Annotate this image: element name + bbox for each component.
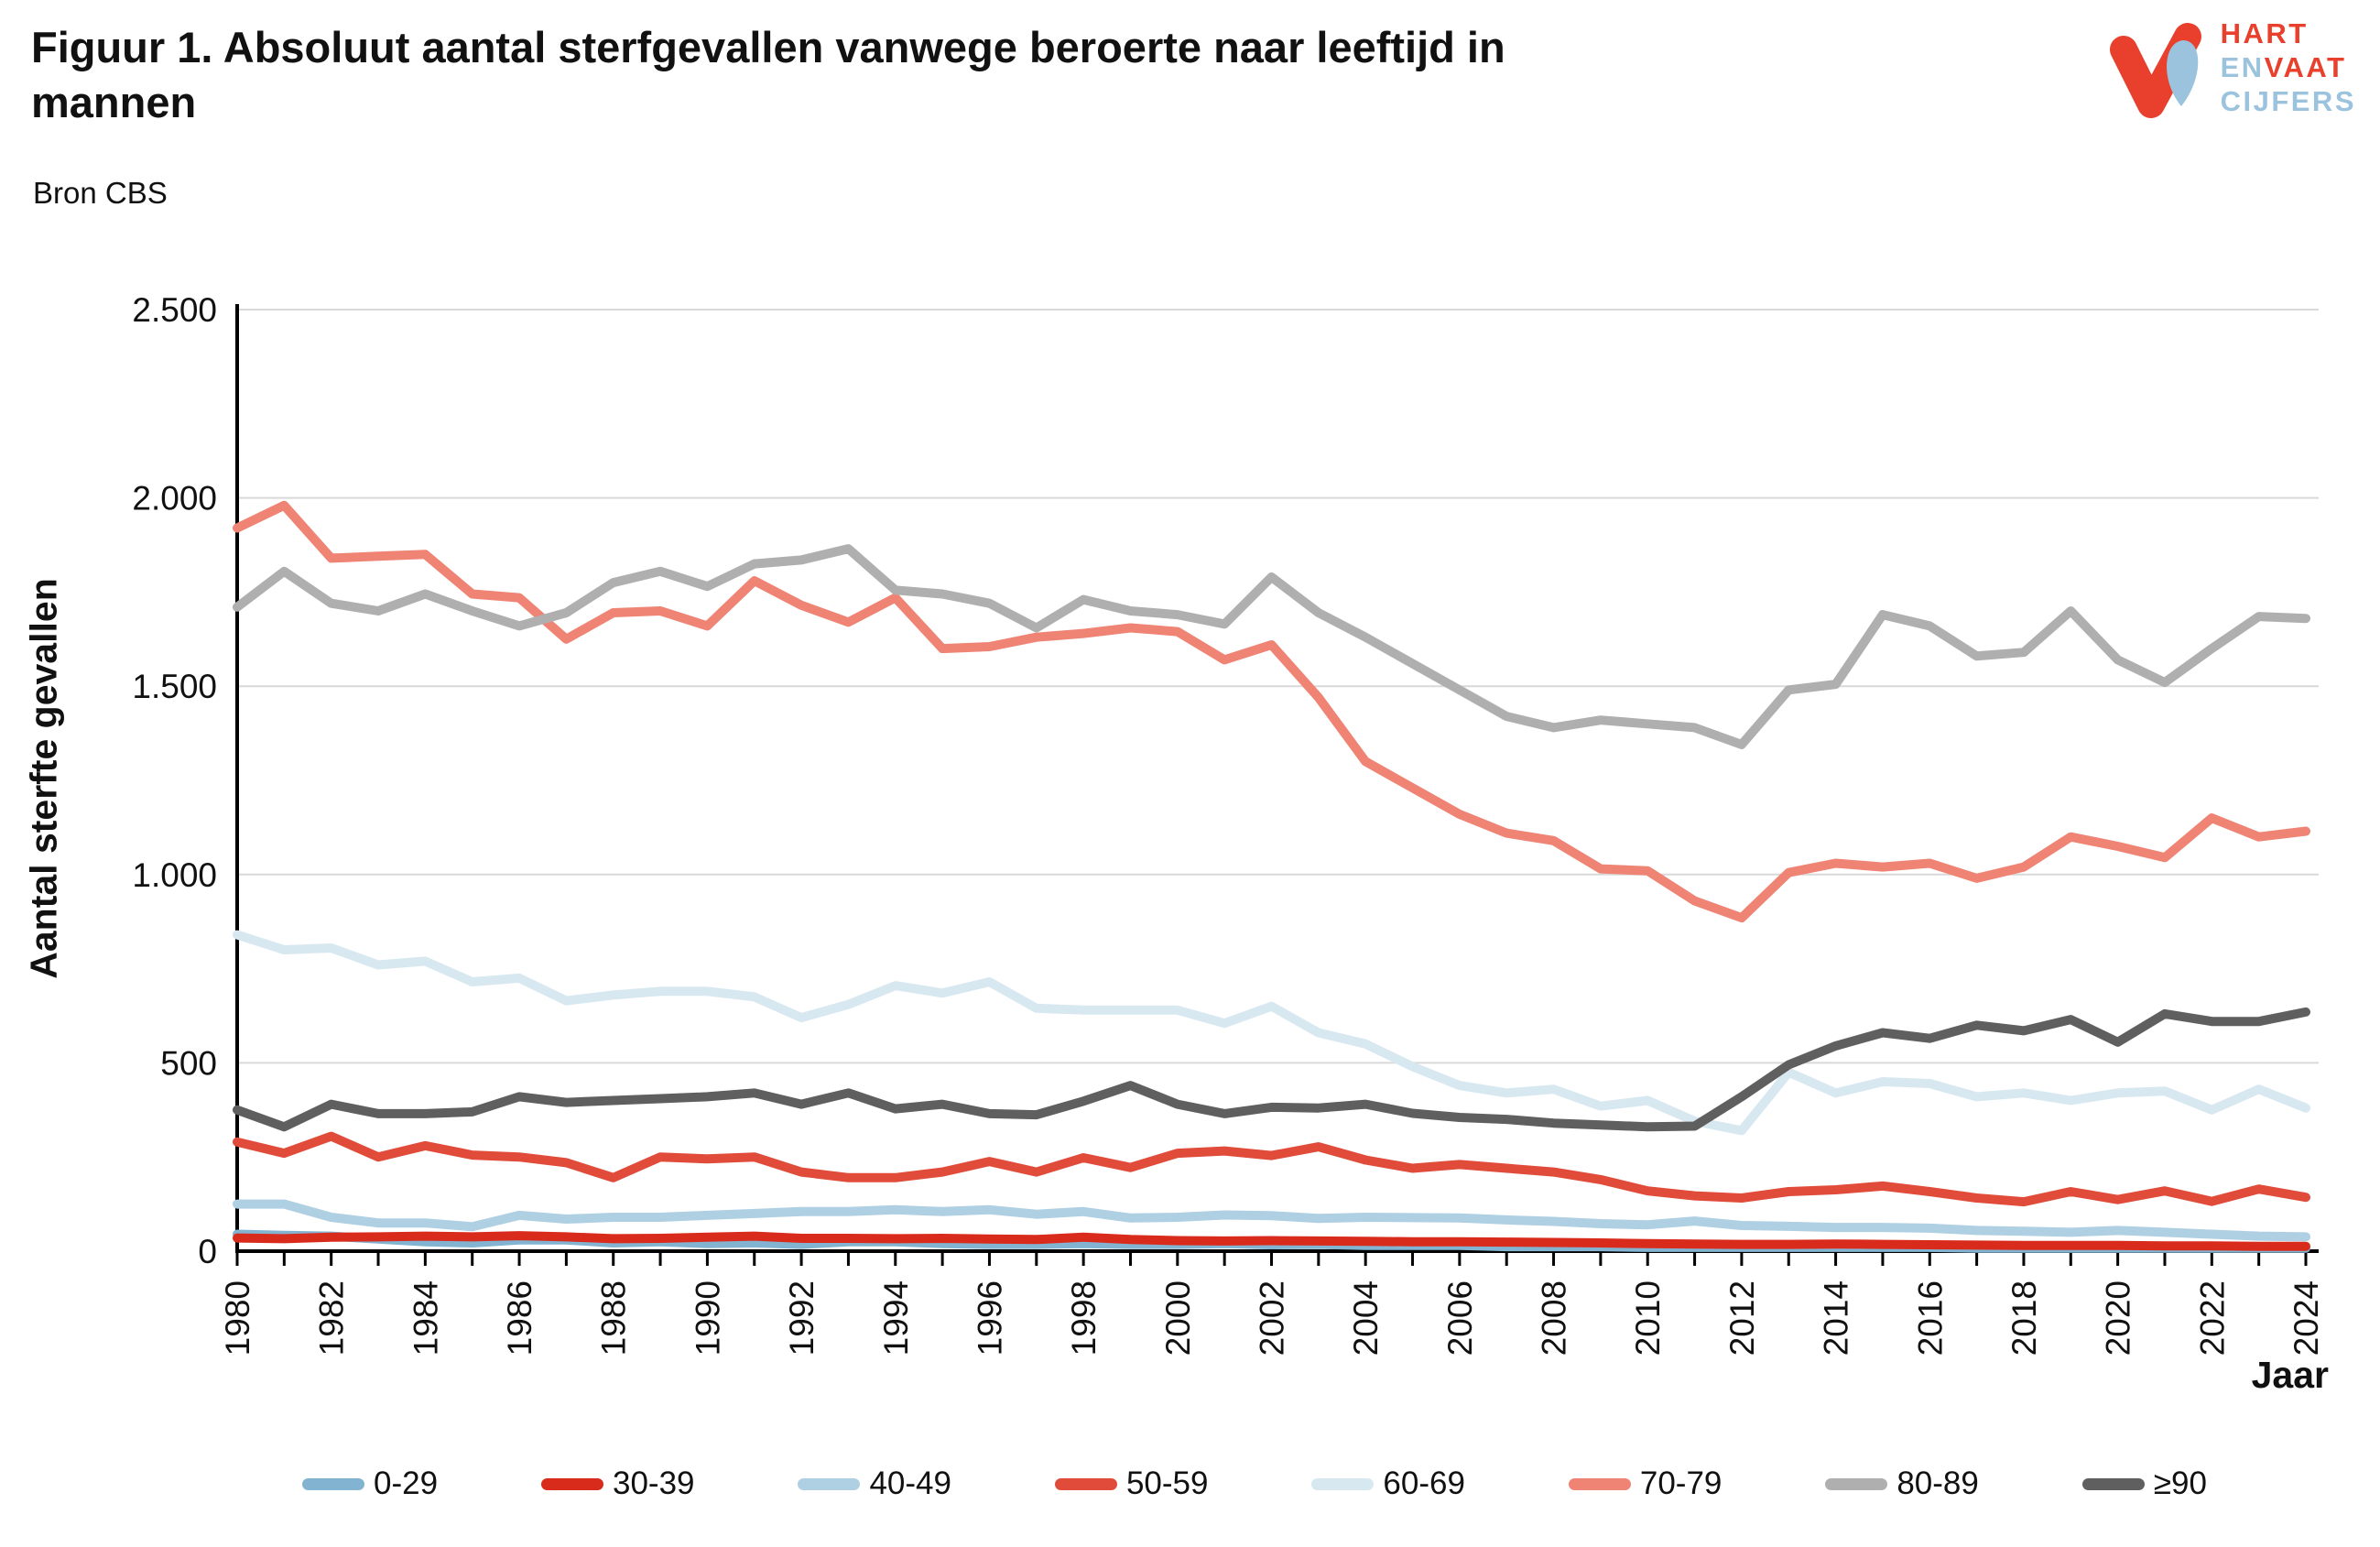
x-tick-label: 1996 [971, 1280, 1008, 1356]
legend-label: 40-49 [869, 1465, 951, 1501]
series-line-80-89 [233, 544, 2310, 749]
legend-label: 80-89 [1896, 1465, 1979, 1501]
x-tick-label: 1980 [219, 1280, 256, 1356]
logo-line3: CIJFERS [2220, 85, 2356, 117]
legend-label: 70-79 [1639, 1465, 1723, 1501]
series-line-30-39 [233, 1231, 2310, 1251]
y-tick-label: 0 [198, 1233, 217, 1270]
legend-item-40-49: 40-49 [798, 1465, 951, 1502]
x-tick-label: 1984 [407, 1280, 444, 1356]
x-tick-label: 2016 [1911, 1280, 1949, 1356]
logo-heart-drop-icon [2109, 23, 2201, 118]
x-tick-label: 2022 [2193, 1280, 2231, 1356]
series-line-ge90 [233, 1007, 2310, 1132]
logo-line1: HART [2220, 17, 2309, 49]
x-tick-label: 2020 [2100, 1280, 2137, 1356]
y-tick-label: 2.000 [132, 480, 217, 517]
source-label: Bron CBS [33, 176, 168, 210]
y-tick-label: 500 [160, 1044, 217, 1082]
legend-swatch-icon [1311, 1477, 1375, 1490]
x-tick-label: 2006 [1441, 1280, 1479, 1356]
legend-swatch-icon [1054, 1477, 1117, 1490]
series-line-50-59 [233, 1131, 2310, 1207]
page-title: Figuur 1. Absoluut aantal sterfgevallen … [31, 23, 1505, 127]
series-line-60-69 [233, 930, 2310, 1136]
x-tick-label: 2010 [1629, 1280, 1667, 1356]
y-tick-label: 1.000 [132, 856, 217, 894]
x-tick-label: 1990 [689, 1280, 726, 1356]
x-tick-label: 1992 [783, 1280, 821, 1356]
legend-item-60-69: 60-69 [1311, 1465, 1465, 1502]
x-tick-label: 2014 [1818, 1280, 1855, 1356]
legend-swatch-icon [798, 1477, 861, 1490]
y-tick-label: 1.500 [132, 668, 217, 705]
x-tick-label: 2024 [2288, 1280, 2325, 1356]
x-tick-label: 2018 [2005, 1280, 2043, 1356]
legend-item-0-29: 0-29 [302, 1465, 438, 1502]
legend-item-80-89: 80-89 [1825, 1465, 1979, 1502]
legend-label: 0-29 [374, 1465, 439, 1501]
series-line-70-79 [233, 500, 2310, 923]
logo-text: HART ENVAAT CIJFERS [2221, 16, 2356, 118]
legend-label: 60-69 [1383, 1465, 1465, 1501]
x-axis-title: Jaar [2251, 1354, 2329, 1396]
legend-swatch-icon [2081, 1477, 2145, 1490]
legend-item-ge90: ≥90 [2081, 1465, 2207, 1502]
x-tick-label: 1986 [501, 1280, 538, 1356]
chart-legend: 0-29 30-39 40-49 50-59 60-69 70-79 80-89 ≥90 [302, 1465, 2207, 1502]
x-tick-label: 1988 [595, 1280, 633, 1356]
logo-line2a: EN [2220, 51, 2265, 83]
legend-item-70-79: 70-79 [1568, 1465, 1723, 1502]
logo-line2b: VAAT [2264, 51, 2347, 83]
legend-swatch-icon [1825, 1477, 1888, 1490]
hartenvaatcijfers-logo: HART ENVAAT CIJFERS [2109, 16, 2356, 125]
x-tick-label: 2000 [1159, 1280, 1197, 1356]
x-tick-label: 2002 [1254, 1280, 1291, 1356]
x-tick-label: 1998 [1065, 1280, 1103, 1356]
legend-label: 50-59 [1125, 1465, 1209, 1501]
x-tick-label: 2008 [1536, 1280, 1573, 1356]
x-tick-label: 2004 [1347, 1280, 1385, 1356]
legend-label: 30-39 [613, 1465, 695, 1501]
x-tick-label: 1982 [313, 1280, 351, 1356]
legend-swatch-icon [1568, 1477, 1631, 1490]
series-line-40-49 [233, 1199, 2310, 1242]
legend-swatch-icon [541, 1477, 603, 1490]
y-tick-label: 2.500 [132, 291, 217, 329]
legend-swatch-icon [302, 1477, 364, 1490]
x-tick-label: 2012 [1723, 1280, 1761, 1356]
x-tick-label: 1994 [877, 1280, 915, 1356]
legend-item-50-59: 50-59 [1054, 1465, 1209, 1502]
legend-label: ≥90 [2153, 1465, 2207, 1501]
legend-item-30-39: 30-39 [541, 1465, 695, 1502]
